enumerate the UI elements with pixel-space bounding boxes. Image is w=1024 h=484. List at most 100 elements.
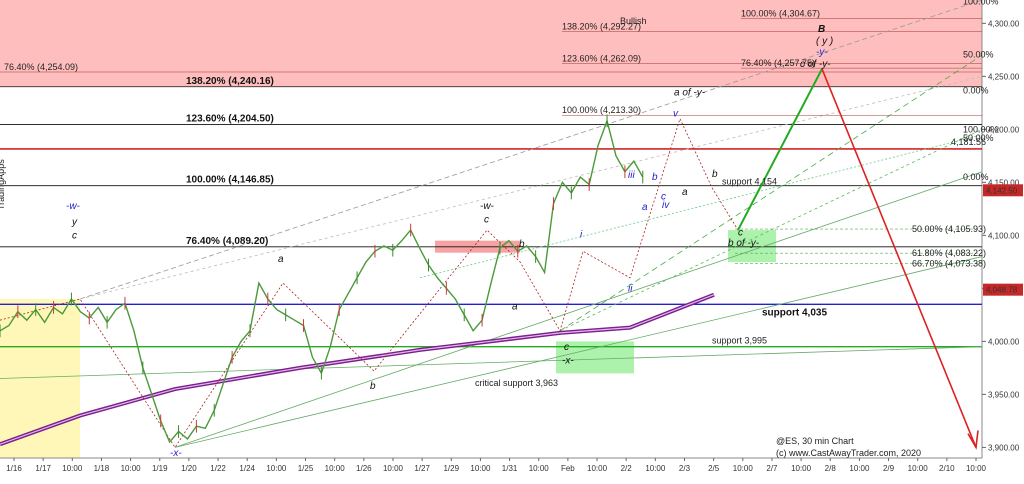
x-tick-label: 2/5 bbox=[708, 464, 720, 473]
zone-label: 123.60% (4,262.09) bbox=[562, 54, 641, 64]
zone-label: 76.40% (4,257.75) bbox=[741, 58, 815, 68]
support-3995-label: support 3,995 bbox=[712, 336, 767, 346]
x-tick-label: 10:00 bbox=[645, 464, 666, 473]
wave-label: y bbox=[71, 217, 78, 228]
bullish-label: Bullish bbox=[620, 16, 647, 26]
trend-channel bbox=[559, 54, 983, 332]
x-tick-label: 2/8 bbox=[825, 464, 837, 473]
y-tick-label: 4,150.00 bbox=[988, 178, 1020, 187]
x-tick-label: 10:00 bbox=[587, 464, 608, 473]
x-tick-label: 2/10 bbox=[939, 464, 955, 473]
x-tick-label: 10:00 bbox=[121, 464, 142, 473]
level-label-4181: 4,181.56 bbox=[951, 137, 986, 147]
critical-support-label: critical support 3,963 bbox=[475, 378, 558, 388]
wave-label: b bbox=[370, 381, 376, 392]
x-tick-label: 1/19 bbox=[152, 464, 168, 473]
level-label-1236: 123.60% (4,204.50) bbox=[186, 114, 274, 125]
x-tick-label: 1/26 bbox=[356, 464, 372, 473]
wave-label: iii bbox=[628, 170, 635, 181]
small-pct-label: 0.00% bbox=[963, 85, 989, 95]
trend-channel bbox=[0, 346, 983, 379]
x-tick-label: 10:00 bbox=[849, 464, 870, 473]
trend-channel bbox=[174, 171, 983, 448]
x-tick-label: 1/16 bbox=[6, 464, 22, 473]
fib-green-label: 66.70% (4,073.38) bbox=[912, 259, 986, 269]
level-label-764: 76.40% (4,089.20) bbox=[186, 236, 268, 247]
trend-channel bbox=[174, 256, 983, 448]
x-tick-label: 2/2 bbox=[621, 464, 633, 473]
price-axis-panel bbox=[982, 0, 1024, 479]
zone-label: 76.40% (4,254.09) bbox=[4, 62, 78, 72]
level-label-138: 138.20% (4,240.16) bbox=[186, 76, 274, 87]
y-tick-label: 4,200.00 bbox=[988, 125, 1020, 134]
wave-label: ii bbox=[628, 284, 633, 295]
fib-green-label: 61.80% (4,083.22) bbox=[912, 248, 986, 258]
x-tick-label: 10:00 bbox=[529, 464, 550, 473]
wave-label: a bbox=[682, 187, 688, 198]
y-tick-label: 4,100.00 bbox=[988, 231, 1020, 240]
chart-copyright: (c) www.CastAwayTrader.com, 2020 bbox=[776, 448, 921, 458]
wave-label: c bbox=[564, 342, 569, 353]
wave-label: b bbox=[712, 169, 718, 180]
small-pct-label: 0.00% bbox=[963, 172, 989, 182]
y-tick-label: 4,300.00 bbox=[988, 19, 1020, 28]
wave-label: a of -y- bbox=[674, 87, 706, 98]
support-4154-label: support 4,154 bbox=[722, 176, 777, 186]
wave-label: b bbox=[519, 239, 525, 250]
x-tick-label: 10:00 bbox=[325, 464, 346, 473]
x-tick-label: 10:00 bbox=[266, 464, 287, 473]
x-tick-label: 2/3 bbox=[679, 464, 691, 473]
y-tick-label: 4,000.00 bbox=[988, 337, 1020, 346]
wave-label: c bbox=[661, 191, 666, 202]
price-line bbox=[0, 118, 644, 444]
wave-path bbox=[0, 117, 739, 449]
wave-label: c of -y- bbox=[800, 59, 831, 70]
zone-label: 100.00% (4,304.67) bbox=[741, 8, 820, 18]
wave-label: a bbox=[512, 302, 518, 313]
small-pct-label: 100.00% bbox=[963, 125, 999, 135]
trend-channel bbox=[79, 0, 983, 300]
target-box-b-of-y bbox=[728, 230, 776, 263]
price-tag bbox=[983, 283, 1023, 296]
wave-label: -x- bbox=[170, 448, 182, 459]
y-tick-label: 3,900.00 bbox=[988, 443, 1020, 452]
small-pct-label: 50.00% bbox=[963, 49, 994, 59]
projection-down-arrow bbox=[821, 68, 977, 448]
wave-label-y: -y- bbox=[816, 47, 828, 58]
x-tick-label: 10:00 bbox=[908, 464, 929, 473]
resistance-zone bbox=[0, 0, 982, 87]
chart-title: @ES, 30 min Chart bbox=[776, 436, 854, 446]
x-tick-label: 1/27 bbox=[414, 464, 430, 473]
price-tag-label: 4,142.50 bbox=[986, 186, 1018, 195]
wave-label: -w- bbox=[480, 201, 495, 212]
x-tick-label: 1/31 bbox=[502, 464, 518, 473]
zone-label: 100.00% (4,213.30) bbox=[562, 105, 641, 115]
x-tick-label: 1/24 bbox=[239, 464, 255, 473]
trend-channel bbox=[79, 75, 983, 300]
x-tick-label: 2/7 bbox=[766, 464, 778, 473]
wave-label: c bbox=[484, 215, 489, 226]
x-tick-label: 1/20 bbox=[181, 464, 197, 473]
wave-label: c bbox=[72, 231, 77, 242]
wave-label: v bbox=[673, 109, 679, 120]
x-tick-label: 10:00 bbox=[383, 464, 404, 473]
side-label: TradingApps bbox=[0, 159, 6, 210]
x-tick-label: 10:00 bbox=[733, 464, 754, 473]
wave-label: i bbox=[580, 229, 583, 240]
price-tag bbox=[983, 184, 1023, 197]
x-tick-label: 1/22 bbox=[210, 464, 226, 473]
support-4035-label: support 4,035 bbox=[762, 307, 827, 318]
wave-label: b of -y- bbox=[728, 238, 760, 249]
wave-label: c bbox=[738, 227, 743, 238]
y-tick-label: 4,250.00 bbox=[988, 72, 1020, 81]
x-tick-label: 1/25 bbox=[298, 464, 314, 473]
trend-channel bbox=[419, 134, 983, 279]
level-label-100: 100.00% (4,146.85) bbox=[186, 175, 274, 186]
projection-up-arrow bbox=[737, 68, 823, 231]
price-tag-label: 4,048.78 bbox=[986, 286, 1018, 295]
arrow-head bbox=[967, 430, 979, 450]
wave-label: -x- bbox=[562, 356, 574, 367]
wave-label-B: B bbox=[818, 24, 825, 35]
zone-label: 138.20% (4,292.27) bbox=[562, 22, 641, 32]
